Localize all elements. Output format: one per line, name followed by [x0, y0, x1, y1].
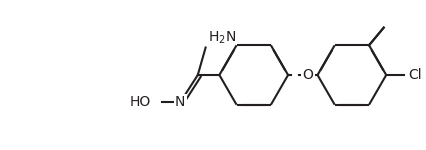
Text: Cl: Cl	[407, 68, 420, 82]
Text: N: N	[175, 96, 185, 110]
Text: H$_2$N: H$_2$N	[207, 29, 235, 46]
Text: HO: HO	[129, 96, 150, 110]
Text: O: O	[302, 68, 312, 82]
